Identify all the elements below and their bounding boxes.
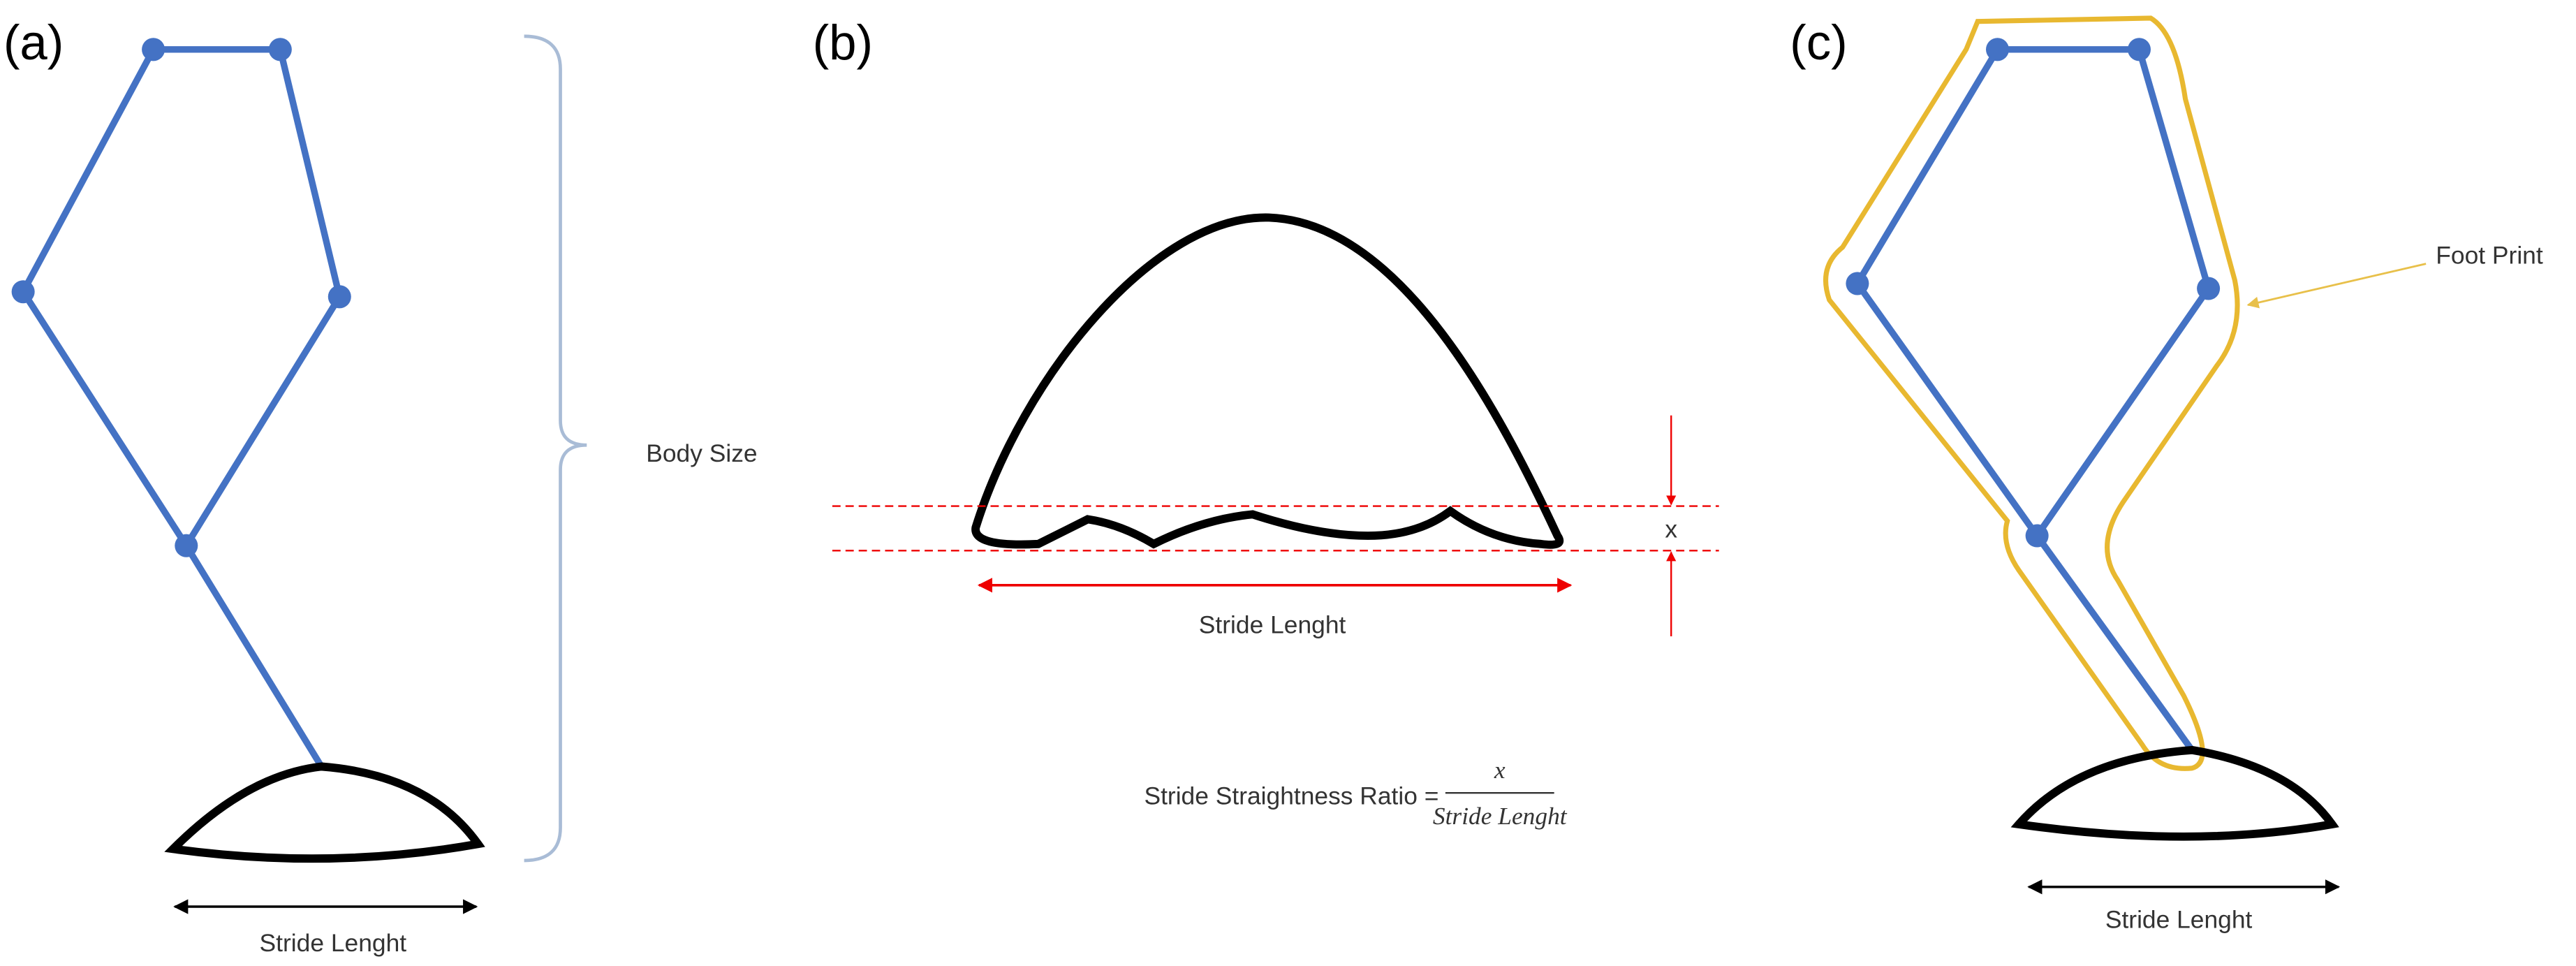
foot: [2010, 745, 2339, 841]
leg: [1854, 280, 2040, 539]
footprint-pointer: [2246, 263, 2427, 309]
panel-a: (a) Stride Lenght Body Size: [3, 15, 758, 957]
formula-denominator: Stride Lenght: [1433, 802, 1568, 830]
panel-label: (c): [1790, 15, 1848, 71]
joints: [1846, 38, 2221, 548]
stride-label: Stride Lenght: [260, 929, 407, 957]
joints: [11, 38, 351, 557]
leg: [20, 288, 190, 549]
stride-label: Stride Lenght: [2105, 906, 2253, 934]
brace: [524, 34, 587, 863]
leg: [20, 46, 344, 770]
panel-b: (b) x Stride Lenght Stride Straightness …: [813, 15, 1719, 830]
footprint-outline: [1823, 15, 2240, 771]
body-size-label: Body Size: [646, 439, 757, 467]
formula-numerator: x: [1494, 756, 1506, 784]
foot: [164, 762, 485, 863]
offset-label: x: [1665, 515, 1677, 543]
footprint-label: Foot Print: [2436, 242, 2543, 270]
foot-path: [971, 213, 1564, 549]
panel-label: (a): [3, 15, 64, 71]
formula-lhs: Stride Straightness Ratio =: [1144, 782, 1438, 810]
leg: [1854, 46, 2212, 754]
panel-label: (b): [813, 15, 874, 71]
stride-label: Stride Lenght: [1199, 610, 1346, 638]
panel-c: (c) Stride Lenght Foot Print: [1790, 15, 2543, 934]
